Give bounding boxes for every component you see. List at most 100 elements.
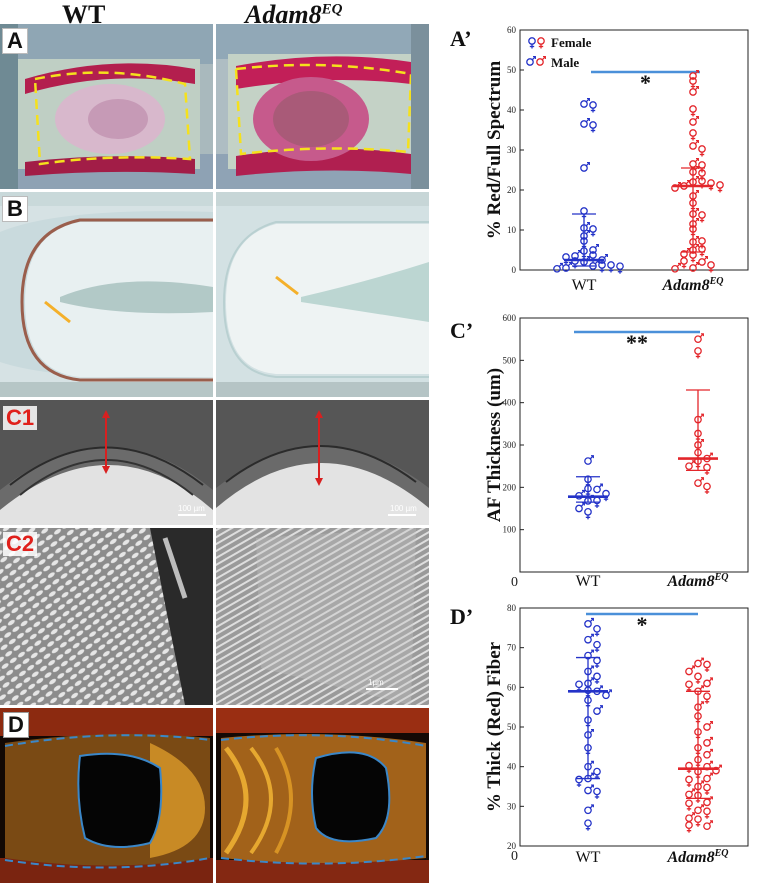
data-point: [694, 743, 702, 756]
series-0: [568, 455, 610, 520]
data-point: [584, 804, 594, 815]
panel-b-mutant-image: [216, 192, 429, 397]
data-point: [593, 483, 603, 494]
significance-marker: *: [637, 612, 648, 637]
data-point: [694, 477, 704, 487]
data-point: [694, 347, 702, 359]
scale-label: 1µm: [368, 678, 384, 687]
data-point: [671, 262, 681, 273]
dashed-outline: [33, 71, 192, 166]
data-point: [698, 256, 708, 266]
data-point: [571, 257, 579, 269]
data-point: [685, 799, 693, 811]
data-point: [589, 251, 597, 263]
data-point: [685, 761, 693, 774]
data-point: [689, 77, 697, 89]
x-category-label-1: Adam8EQ: [661, 276, 723, 294]
data-point: [694, 780, 704, 791]
data-point: [694, 815, 702, 827]
data-point: [584, 508, 592, 520]
data-point: [580, 98, 590, 108]
data-point: [689, 251, 697, 263]
data-point: [571, 250, 581, 260]
em-c1-mutant: [216, 400, 429, 525]
data-point: [584, 665, 594, 676]
data-point: [584, 743, 592, 756]
y-tick-label-1: 200: [503, 482, 517, 492]
data-point: [689, 176, 699, 186]
y-tick-label-6: 60: [507, 25, 517, 35]
data-point: [593, 672, 601, 684]
arrow-indicator: [275, 275, 299, 296]
data-point: [689, 129, 697, 141]
y-tick-label-0: 0: [512, 265, 517, 275]
data-point: [584, 484, 592, 497]
data-point: [703, 736, 713, 747]
data-point: [598, 254, 608, 264]
data-point: [593, 640, 601, 653]
data-point: [703, 721, 713, 731]
data-point: [694, 685, 704, 696]
data-point: [689, 105, 697, 117]
data-point: [707, 179, 715, 191]
panel-c1-mutant-image: 100 µm: [216, 400, 429, 525]
data-point: [589, 260, 599, 270]
legend-female-wt-icon: [528, 37, 536, 49]
chart-c-prime-svg: 100 200 300 400 500 600 0 C’ AF Thickness (um) WT…: [450, 313, 749, 590]
series-0: [553, 98, 624, 274]
panel-c2-wt-image: C2: [0, 528, 213, 705]
y-tick-label-1: 30: [507, 801, 517, 811]
y-tick-label-2: 40: [507, 762, 517, 772]
data-point: [694, 728, 702, 740]
histology-b-wt: [0, 192, 213, 397]
data-point: [694, 712, 702, 724]
histology-b-mutant: [216, 192, 429, 397]
data-point: [689, 86, 699, 96]
scale-bar: [388, 514, 416, 516]
y-tick-label-5: 70: [507, 643, 517, 653]
data-point: [593, 685, 603, 696]
data-point: [689, 236, 699, 246]
data-point: [694, 657, 704, 668]
chart-c-prime: 100 200 300 400 500 600 0 C’ AF Thickness (um) WT…: [436, 310, 758, 594]
data-point: [694, 791, 702, 803]
scale-bar: [366, 688, 398, 690]
legend-female-mutant-icon: [537, 37, 545, 49]
data-point: [575, 502, 585, 513]
data-point: [689, 262, 699, 272]
data-point: [593, 624, 601, 637]
scale-label: 100 µm: [178, 504, 205, 513]
data-point: [553, 262, 563, 273]
data-point: [694, 333, 704, 344]
data-point: [703, 760, 713, 771]
y-axis-label: AF Thickness (um): [484, 368, 505, 522]
data-point: [694, 413, 704, 424]
histology-a-wt: [0, 24, 213, 189]
data-point: [685, 812, 695, 823]
series-1: [678, 657, 722, 833]
legend-female-label: Female: [551, 35, 592, 50]
data-point: [698, 145, 706, 157]
data-point: [584, 728, 594, 739]
panel-label-a: A: [2, 28, 28, 54]
data-point: [580, 222, 590, 232]
data-point: [707, 261, 715, 273]
data-point: [593, 767, 601, 780]
data-point: [562, 253, 570, 265]
polarized-d-mutant: [216, 708, 429, 883]
chart-a-prime: 0 10 20 30 40 50 60 A’ % Red/Full Spectrum WT Adam…: [436, 18, 758, 308]
data-point: [584, 677, 594, 688]
chart-panel-label: A’: [450, 26, 472, 51]
data-point: [703, 748, 713, 759]
data-point: [703, 783, 711, 795]
data-point: [689, 208, 699, 218]
data-point: [607, 261, 615, 273]
legend: Female Male: [526, 35, 592, 70]
data-point: [703, 692, 711, 704]
series-1: [671, 70, 724, 273]
x-category-label-1: Adam8EQ: [666, 848, 728, 866]
data-point: [703, 807, 711, 819]
data-point: [703, 463, 711, 475]
data-point: [671, 182, 681, 192]
data-point: [685, 788, 695, 799]
